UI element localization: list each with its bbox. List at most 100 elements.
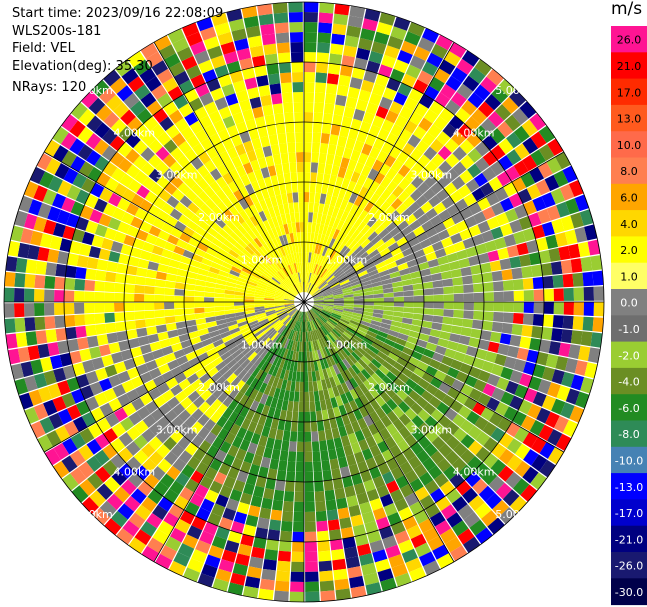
range-gate <box>259 578 275 591</box>
range-gate <box>113 486 130 503</box>
range-gate <box>393 311 404 318</box>
range-gate <box>77 126 94 144</box>
range-gate <box>366 330 378 338</box>
range-gate <box>587 239 601 256</box>
range-gate <box>70 201 85 216</box>
range-gate <box>82 359 95 374</box>
range-gate <box>155 146 170 161</box>
range-gate <box>358 89 372 102</box>
range-gate <box>374 196 386 209</box>
range-gate <box>146 513 163 529</box>
range-gate <box>245 312 256 318</box>
range-gate <box>324 335 332 346</box>
range-gate <box>496 171 512 187</box>
range-ring <box>243 241 365 363</box>
range-gate <box>291 320 297 330</box>
range-gate <box>150 408 165 422</box>
range-gate <box>130 216 144 229</box>
range-gate <box>245 261 256 270</box>
range-gate <box>398 177 411 191</box>
range-gate <box>442 316 454 325</box>
range-gate <box>152 504 168 521</box>
range-gate <box>322 309 332 315</box>
range-gate <box>440 270 453 280</box>
range-gate <box>477 370 491 383</box>
range-gate <box>455 198 469 212</box>
range-gate <box>265 327 275 336</box>
range-gate <box>284 297 295 301</box>
range-gate <box>96 483 114 500</box>
range-gate <box>113 183 128 197</box>
range-gate <box>186 271 198 280</box>
range-gate <box>314 350 320 361</box>
range-gate <box>78 461 95 479</box>
range-gate <box>27 244 40 260</box>
range-gate <box>328 216 336 228</box>
range-gate <box>305 531 317 542</box>
range-gate <box>224 302 235 307</box>
range-gate <box>397 220 409 232</box>
range-gate <box>320 285 330 292</box>
range-gate <box>160 473 175 489</box>
range-gate <box>515 443 531 460</box>
range-gate <box>531 264 543 277</box>
range-gate <box>429 358 441 370</box>
range-gate <box>460 434 475 449</box>
range-gate <box>357 371 367 383</box>
range-gate <box>551 398 566 415</box>
range-gate <box>500 197 514 212</box>
range-gate <box>210 261 222 270</box>
range-gate <box>130 247 143 258</box>
range-gate <box>285 317 293 327</box>
range-gate <box>292 531 304 542</box>
range-gate <box>43 370 57 386</box>
range-gate <box>331 239 339 250</box>
range-gate <box>279 358 286 369</box>
range-gate <box>260 232 269 244</box>
range-gate <box>415 396 429 409</box>
range-gate <box>96 172 111 187</box>
range-gate <box>94 291 105 302</box>
range-gate <box>537 162 553 179</box>
range-gate <box>308 252 312 263</box>
range-gate <box>257 262 267 271</box>
range-gate <box>274 303 285 306</box>
range-gate <box>491 86 509 104</box>
range-gate <box>461 50 480 67</box>
range-gate <box>133 59 151 76</box>
range-gate <box>243 264 254 272</box>
range-gate <box>222 507 236 521</box>
range-gate <box>389 146 402 159</box>
range-gate <box>384 386 396 399</box>
range-gate <box>195 226 207 237</box>
range-gate <box>321 310 332 316</box>
range-gate <box>266 341 275 351</box>
range-gate <box>261 337 271 347</box>
range-gate <box>312 451 321 462</box>
range-gate <box>266 266 276 276</box>
range-gate <box>190 170 203 184</box>
range-gate <box>470 328 482 339</box>
range-gate <box>320 256 327 267</box>
range-gate <box>252 269 262 277</box>
range-gate <box>344 485 356 498</box>
range-gate <box>178 262 190 271</box>
range-gate <box>373 297 384 302</box>
range-gate <box>297 361 301 372</box>
range-gate <box>51 193 66 209</box>
range-gate <box>542 395 557 411</box>
range-gate <box>259 393 269 405</box>
range-gate <box>321 288 332 294</box>
range-gate <box>526 349 539 364</box>
range-gate <box>55 328 67 342</box>
range-gate <box>450 91 467 108</box>
range-gate <box>147 537 164 554</box>
range-gate <box>333 295 344 299</box>
range-gate <box>286 328 292 339</box>
range-gate <box>254 299 264 302</box>
range-gate <box>459 169 474 184</box>
range-gate <box>327 205 335 217</box>
range-gate <box>258 210 267 222</box>
range-gate <box>249 556 264 569</box>
range-gate <box>460 266 472 277</box>
